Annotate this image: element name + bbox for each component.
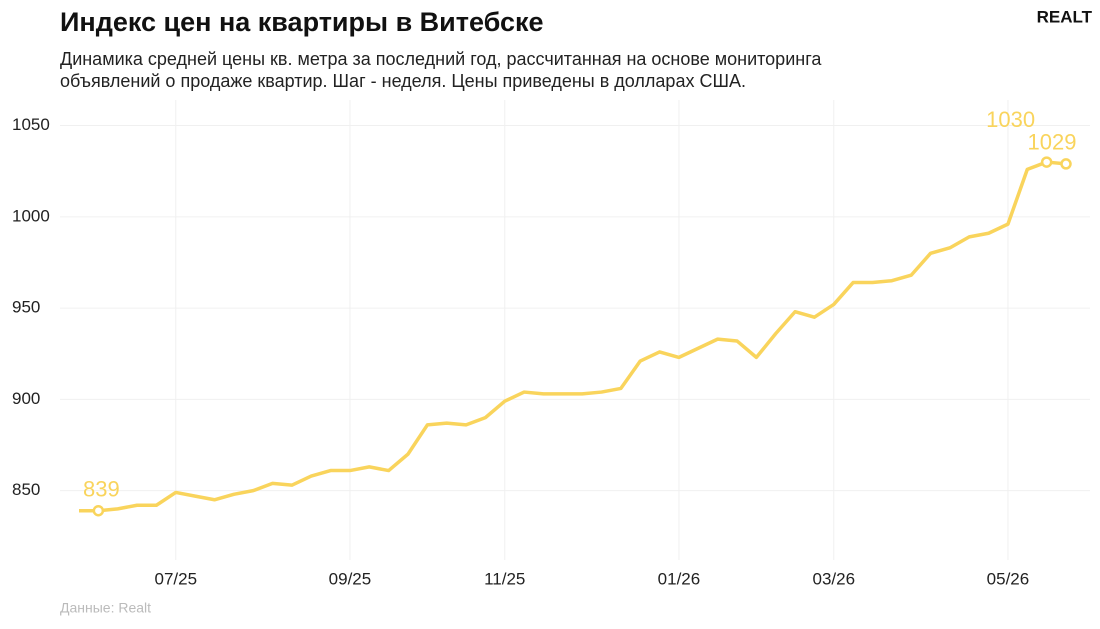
data-label: 839 bbox=[83, 477, 120, 502]
x-tick-label: 05/26 bbox=[987, 569, 1030, 588]
x-tick-label: 07/25 bbox=[154, 569, 197, 588]
chart-subtitle: объявлений о продаже квартир. Шаг - неде… bbox=[60, 71, 746, 91]
source: Данные: Realt bbox=[60, 600, 151, 616]
y-tick-label: 1050 bbox=[12, 115, 50, 134]
y-tick-label: 900 bbox=[12, 389, 40, 408]
x-tick-label: 11/25 bbox=[484, 569, 525, 588]
data-label: 1030 bbox=[986, 107, 1035, 132]
logo: REALT bbox=[1037, 7, 1093, 26]
x-tick-label: 09/25 bbox=[329, 569, 372, 588]
y-tick-label: 850 bbox=[12, 480, 40, 499]
point-marker bbox=[1060, 158, 1072, 170]
chart-subtitle: Динамика средней цены кв. метра за после… bbox=[60, 49, 822, 69]
y-tick-label: 1000 bbox=[12, 206, 50, 225]
y-tick-label: 950 bbox=[12, 298, 40, 317]
x-tick-label: 03/26 bbox=[812, 569, 855, 588]
data-label: 1029 bbox=[1028, 130, 1077, 155]
data-line bbox=[79, 160, 1067, 513]
x-tick-label: 01/26 bbox=[658, 569, 701, 588]
chart-title: Индекс цен на квартиры в Витебске bbox=[60, 7, 544, 37]
point-marker bbox=[1040, 156, 1053, 168]
point-marker bbox=[92, 504, 105, 517]
